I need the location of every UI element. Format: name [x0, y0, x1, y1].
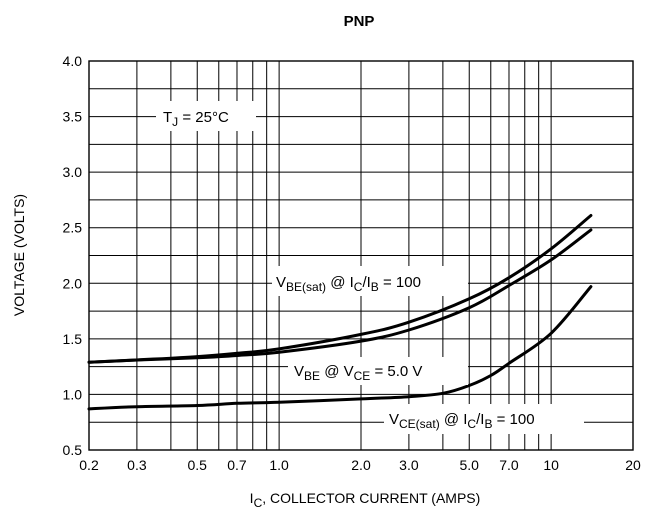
series-line-vce-sat — [87, 285, 593, 411]
svg-text:VCE(sat) @ IC/IB = 100: VCE(sat) @ IC/IB = 100 — [389, 411, 535, 431]
y-tick-label: 2.0 — [63, 275, 83, 291]
vbe-sat-annotation: VBE(sat) @ IC/IB = 100 — [272, 266, 468, 296]
y-tick-label: 2.5 — [63, 220, 83, 236]
x-tick-label: 0.3 — [127, 457, 147, 473]
y-tick-label: 1.5 — [63, 331, 83, 347]
plot-frame — [88, 60, 634, 451]
vce-sat-annotation: VCE(sat) @ IC/IB = 100 — [384, 404, 584, 434]
x-axis-label: IC, COLLECTOR CURRENT (AMPS) — [250, 490, 481, 510]
y-tick-label: 0.5 — [63, 442, 83, 458]
x-tick-label: 2.0 — [351, 457, 371, 473]
svg-text:VBE(sat) @ IC/IB = 100: VBE(sat) @ IC/IB = 100 — [276, 274, 421, 294]
svg-text:VBE @ VCE = 5.0 V: VBE @ VCE = 5.0 V — [294, 363, 422, 383]
x-tick-label: 7.0 — [499, 457, 519, 473]
x-tick-label: 0.7 — [227, 457, 247, 473]
x-tick-label: 1.0 — [269, 457, 289, 473]
series-line-vbe — [87, 228, 593, 364]
svg-text:TJ = 25°C: TJ = 25°C — [163, 109, 229, 129]
y-axis-label: VOLTAGE (VOLTS) — [11, 194, 27, 316]
y-tick-label: 3.5 — [63, 109, 83, 125]
x-tick-label: 3.0 — [399, 457, 419, 473]
x-tick-labels: 0.2 0.3 0.5 0.7 1.0 2.0 3.0 5.0 7.0 10 20 — [79, 457, 641, 473]
y-tick-labels: 0.5 1.0 1.5 2.0 2.5 3.0 3.5 4.0 — [63, 53, 83, 458]
x-tick-label: 10 — [543, 457, 559, 473]
x-tick-label: 20 — [625, 457, 641, 473]
x-tick-label: 0.2 — [79, 457, 99, 473]
y-tick-label: 1.0 — [63, 386, 83, 402]
x-tick-label: 5.0 — [460, 457, 480, 473]
tj-annotation: TJ = 25°C — [156, 101, 256, 131]
vbe-annotation: VBE @ VCE = 5.0 V — [288, 357, 468, 385]
series-layer — [87, 214, 593, 411]
y-tick-label: 3.0 — [63, 164, 83, 180]
x-tick-label: 0.5 — [188, 457, 208, 473]
y-tick-label: 4.0 — [63, 53, 83, 69]
chart-title: PNP — [344, 13, 375, 30]
